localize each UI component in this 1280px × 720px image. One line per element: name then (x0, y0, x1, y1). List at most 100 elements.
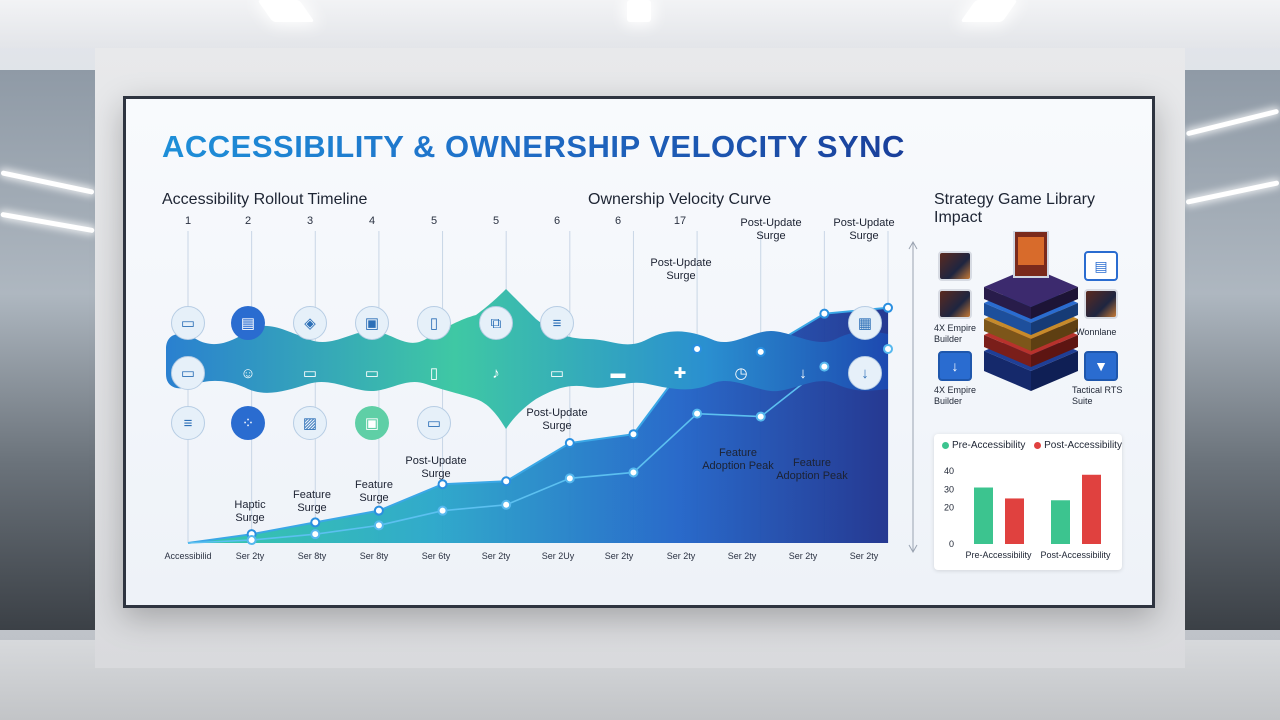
bar (1005, 498, 1024, 544)
annotation-label: Post-Update Surge (740, 217, 802, 242)
series-line-lower (187, 348, 889, 544)
x-tick-label: Ser 6ty (421, 551, 451, 561)
data-point (564, 473, 575, 484)
ceiling-light (257, 0, 315, 22)
monitor-icon: ▭ (302, 364, 318, 382)
tactical-icon: ▼ (1084, 351, 1118, 381)
legend-item-pre: Pre-Accessibility (942, 440, 1025, 451)
divider-arrow (908, 240, 918, 554)
monitor-icon: ▭ (364, 364, 380, 382)
y-tick-label: 20 (944, 503, 954, 513)
annotation-label: Haptic Surge (234, 499, 266, 524)
tick-label: 17 (673, 215, 687, 227)
library-item-label: Wonnlane (1076, 327, 1117, 337)
timeline-title: Accessibility Rollout Timeline (162, 191, 368, 208)
page-title: ACCESSIBILITY & OWNERSHIP VELOCITY SYNC (162, 129, 905, 164)
x-tick-label: Ser 2ty (849, 551, 879, 561)
data-point (564, 438, 575, 449)
data-point (310, 529, 321, 540)
data-point (883, 343, 893, 354)
window-right (1185, 70, 1280, 630)
x-tick-label: Ser 8ty (359, 551, 389, 561)
calendar-icon: ▦ (848, 306, 882, 340)
list-icon: ≡ (540, 306, 574, 340)
annotation-label: Feature Adoption Peak (702, 447, 774, 472)
y-tick-label: 30 (944, 484, 954, 494)
store-icon: ▤ (231, 306, 265, 340)
data-point (755, 411, 766, 422)
data-point (501, 476, 512, 487)
controller-icon: ◈ (293, 306, 327, 340)
display-screen: ACCESSIBILITY & OWNERSHIP VELOCITY SYNC … (123, 96, 1155, 608)
library-item-label: Tactical RTS Suite (1072, 385, 1123, 406)
library-item-label: 4X Empire Builder (934, 385, 977, 406)
light-beam (1185, 180, 1280, 205)
document-icon: ▣ (355, 406, 389, 440)
data-point (883, 302, 893, 313)
x-tick-label: Ser 8ty (297, 551, 327, 561)
tick-label: 4 (368, 215, 376, 227)
user-icon: ☺ (240, 364, 256, 382)
list-icon: ≡ (171, 406, 205, 440)
window-left (0, 70, 95, 630)
bar-legend: Pre-Accessibility Post-Accessibility (942, 440, 1128, 451)
data-point (501, 499, 512, 510)
file-icon: ▯ (429, 364, 439, 382)
data-point (819, 308, 830, 319)
x-tick-label: Pre-Accessibility (965, 550, 1032, 560)
document-icon: ▣ (355, 306, 389, 340)
series-points (246, 302, 893, 546)
data-point (246, 535, 257, 546)
x-tick-label: Ser 2Uy (541, 551, 575, 561)
clock-icon: ◷ (734, 364, 748, 382)
tick-label: 1 (184, 215, 192, 227)
light-beam (0, 211, 95, 234)
legend-label: Pre-Accessibility (952, 440, 1026, 451)
data-point (310, 517, 321, 528)
download-icon: ↓ (799, 364, 807, 382)
x-tick-label: Ser 2ty (235, 551, 265, 561)
light-beam (1185, 108, 1280, 137)
light-beam (0, 170, 95, 195)
tick-label: 5 (492, 215, 500, 227)
group-icon: ⁘ (231, 406, 265, 440)
velocity-chart (166, 231, 893, 546)
display-icon: ▭ (417, 406, 451, 440)
microphone-icon: ♪ (492, 364, 500, 382)
monitor-icon: ▭ (549, 364, 565, 382)
tick-label: 6 (553, 215, 561, 227)
velocity-title: Ownership Velocity Curve (588, 191, 772, 208)
bar-chart: 0 20 30 40 Pre-Accessibility Post-Accessibili… (944, 466, 1111, 560)
game-cover-thumbnail (938, 251, 972, 281)
legend-label: Post-Accessibility (1044, 440, 1122, 451)
data-point (628, 467, 639, 478)
annotation-label: Post-Update Surge (526, 407, 588, 432)
ceiling (0, 0, 1280, 48)
tick-label: 5 (430, 215, 438, 227)
tick-label: 6 (614, 215, 622, 227)
bar (1051, 500, 1070, 544)
ceiling-light (960, 0, 1018, 22)
legend-item-post: Post-Accessibility (1034, 440, 1122, 451)
y-tick-label: 40 (944, 466, 954, 476)
data-point (373, 520, 384, 531)
image-icon: ▨ (293, 406, 327, 440)
tick-label: 2 (244, 215, 252, 227)
data-point (628, 429, 639, 440)
data-point (437, 479, 448, 490)
x-tick-label: Accessibilid (164, 551, 212, 561)
annotation-label: Feature Surge (355, 479, 393, 504)
x-tick-label: Ser 2ty (666, 551, 696, 561)
ceiling-light (627, 0, 651, 22)
game-stack (984, 231, 1078, 391)
annotation-label: Post-Update Surge (650, 257, 712, 282)
x-tick-label: Ser 2ty (727, 551, 757, 561)
download-icon: ↓ (848, 356, 882, 390)
library-title: Strategy Game Library Impact (934, 191, 1095, 226)
data-point (437, 505, 448, 516)
data-point (755, 346, 766, 357)
data-point (692, 408, 703, 419)
file-icon: ▯ (417, 306, 451, 340)
link-icon: ⧉ (479, 306, 513, 340)
tick-label: 3 (306, 215, 314, 227)
